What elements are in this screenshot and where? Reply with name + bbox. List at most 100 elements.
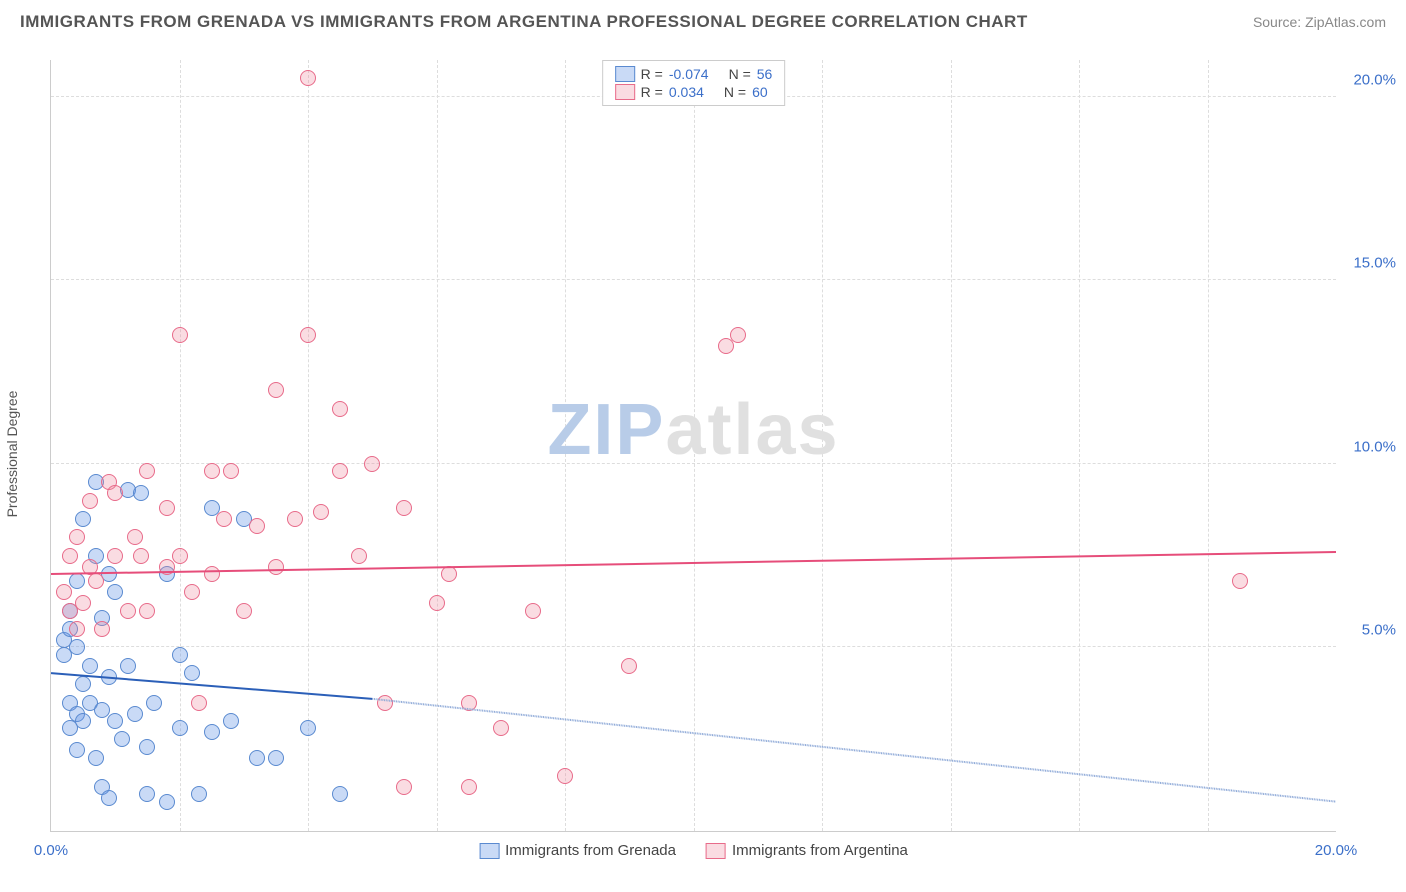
legend-n-value-0: 56 xyxy=(757,66,773,82)
source-label: Source: ZipAtlas.com xyxy=(1253,14,1386,30)
scatter-point xyxy=(191,786,207,802)
scatter-point xyxy=(268,559,284,575)
scatter-point xyxy=(396,500,412,516)
scatter-point xyxy=(461,695,477,711)
scatter-point xyxy=(159,794,175,810)
grid-line-v xyxy=(694,60,695,831)
scatter-point xyxy=(364,456,380,472)
scatter-point xyxy=(730,327,746,343)
y-tick-label: 20.0% xyxy=(1353,71,1396,88)
scatter-point xyxy=(101,790,117,806)
legend-series-item-0: Immigrants from Grenada xyxy=(479,842,676,859)
x-tick-label: 20.0% xyxy=(1315,842,1358,859)
scatter-point xyxy=(300,70,316,86)
scatter-point xyxy=(107,713,123,729)
scatter-point xyxy=(249,518,265,534)
scatter-point xyxy=(69,529,85,545)
scatter-point xyxy=(146,695,162,711)
scatter-point xyxy=(204,724,220,740)
scatter-point xyxy=(133,485,149,501)
scatter-point xyxy=(1232,573,1248,589)
grid-line-v xyxy=(1079,60,1080,831)
legend-series-item-1: Immigrants from Argentina xyxy=(706,842,908,859)
scatter-point xyxy=(204,566,220,582)
legend-series-label-1: Immigrants from Argentina xyxy=(732,842,908,859)
grid-line-v xyxy=(437,60,438,831)
scatter-point xyxy=(621,658,637,674)
scatter-point xyxy=(236,603,252,619)
scatter-point xyxy=(75,713,91,729)
scatter-point xyxy=(396,779,412,795)
scatter-point xyxy=(107,584,123,600)
scatter-point xyxy=(139,739,155,755)
legend-n-value-1: 60 xyxy=(752,84,768,100)
legend-n-label-0: N = xyxy=(729,66,751,82)
scatter-point xyxy=(56,584,72,600)
scatter-point xyxy=(172,548,188,564)
scatter-point xyxy=(332,401,348,417)
scatter-point xyxy=(223,713,239,729)
grid-line-v xyxy=(822,60,823,831)
scatter-point xyxy=(139,603,155,619)
scatter-point xyxy=(429,595,445,611)
scatter-point xyxy=(184,665,200,681)
scatter-point xyxy=(216,511,232,527)
scatter-point xyxy=(82,493,98,509)
grid-line-v xyxy=(308,60,309,831)
legend-n-label-1: N = xyxy=(724,84,746,100)
grid-line-v xyxy=(180,60,181,831)
scatter-point xyxy=(82,559,98,575)
scatter-point xyxy=(172,720,188,736)
scatter-point xyxy=(268,382,284,398)
scatter-point xyxy=(159,559,175,575)
scatter-point xyxy=(88,573,104,589)
scatter-point xyxy=(557,768,573,784)
scatter-point xyxy=(718,338,734,354)
scatter-point xyxy=(127,529,143,545)
scatter-point xyxy=(268,750,284,766)
scatter-point xyxy=(69,742,85,758)
legend-stats-box: R = -0.074 N = 56 R = 0.034 N = 60 xyxy=(602,60,786,106)
legend-series-label-0: Immigrants from Grenada xyxy=(505,842,676,859)
legend-series: Immigrants from Grenada Immigrants from … xyxy=(479,842,908,859)
y-tick-label: 15.0% xyxy=(1353,255,1396,272)
scatter-point xyxy=(351,548,367,564)
scatter-point xyxy=(525,603,541,619)
legend-series-swatch-1 xyxy=(706,843,726,859)
chart-title: IMMIGRANTS FROM GRENADA VS IMMIGRANTS FR… xyxy=(20,12,1028,32)
scatter-point xyxy=(172,327,188,343)
scatter-point xyxy=(249,750,265,766)
scatter-point xyxy=(204,463,220,479)
scatter-point xyxy=(88,750,104,766)
scatter-point xyxy=(332,786,348,802)
legend-r-value-1: 0.034 xyxy=(669,84,704,100)
scatter-point xyxy=(82,658,98,674)
scatter-point xyxy=(139,786,155,802)
scatter-point xyxy=(69,621,85,637)
scatter-point xyxy=(139,463,155,479)
scatter-point xyxy=(94,621,110,637)
scatter-point xyxy=(133,548,149,564)
scatter-point xyxy=(120,658,136,674)
legend-swatch-0 xyxy=(615,66,635,82)
scatter-point xyxy=(101,669,117,685)
scatter-point xyxy=(313,504,329,520)
scatter-point xyxy=(75,511,91,527)
watermark-atlas: atlas xyxy=(665,390,839,470)
scatter-point xyxy=(191,695,207,711)
scatter-point xyxy=(332,463,348,479)
scatter-point xyxy=(75,676,91,692)
grid-line-v xyxy=(565,60,566,831)
legend-r-value-0: -0.074 xyxy=(669,66,709,82)
scatter-point xyxy=(120,603,136,619)
scatter-point xyxy=(159,500,175,516)
y-tick-label: 5.0% xyxy=(1362,622,1396,639)
legend-series-swatch-0 xyxy=(479,843,499,859)
scatter-point xyxy=(300,720,316,736)
scatter-point xyxy=(223,463,239,479)
scatter-point xyxy=(107,485,123,501)
y-tick-label: 10.0% xyxy=(1353,438,1396,455)
legend-r-label-0: R = xyxy=(641,66,663,82)
grid-line-v xyxy=(1208,60,1209,831)
scatter-point xyxy=(127,706,143,722)
